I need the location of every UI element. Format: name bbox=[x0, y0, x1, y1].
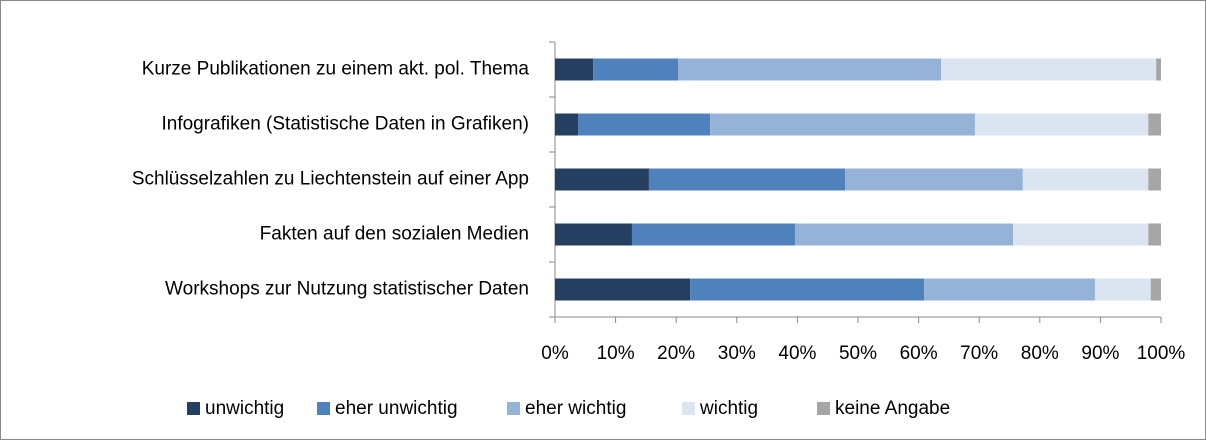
x-tick-label: 20% bbox=[657, 343, 695, 364]
bar-segment bbox=[974, 113, 1149, 136]
bar-segment bbox=[1148, 168, 1161, 191]
bar-segment bbox=[555, 168, 649, 191]
x-tick-label: 30% bbox=[718, 343, 756, 364]
legend-label: eher wichtig bbox=[525, 398, 626, 419]
bar-segment bbox=[631, 223, 795, 246]
legend-swatch bbox=[187, 402, 200, 415]
bar-segment bbox=[710, 113, 975, 136]
x-tick-label: 80% bbox=[1021, 343, 1059, 364]
bar-segment bbox=[1022, 168, 1149, 191]
y-tick-label: Workshops zur Nutzung statistischer Date… bbox=[165, 279, 529, 300]
x-tick-label: 40% bbox=[778, 343, 816, 364]
bar-segment bbox=[794, 223, 1014, 246]
bar-segment bbox=[690, 278, 925, 301]
x-tick-label: 10% bbox=[597, 343, 635, 364]
bar-segment bbox=[555, 278, 691, 301]
y-tick-label: Schlüsselzahlen zu Liechtenstein auf ein… bbox=[132, 169, 529, 190]
bar-segment bbox=[648, 168, 846, 191]
bar-segment bbox=[1150, 278, 1161, 301]
y-tick-label: Kurze Publikationen zu einem akt. pol. T… bbox=[142, 59, 530, 80]
bar-segment bbox=[1148, 223, 1161, 246]
bar-segment bbox=[555, 58, 594, 81]
bar-segment bbox=[593, 58, 679, 81]
x-tick-label: 90% bbox=[1081, 343, 1119, 364]
bar-segment bbox=[678, 58, 942, 81]
bar-segment bbox=[1094, 278, 1151, 301]
bar-segment bbox=[924, 278, 1095, 301]
legend-swatch bbox=[817, 402, 830, 415]
legend-label: eher unwichtig bbox=[335, 398, 458, 419]
y-tick-label: Fakten auf den sozialen Medien bbox=[260, 224, 529, 245]
legend-swatch bbox=[682, 402, 695, 415]
x-tick-label: 70% bbox=[960, 343, 998, 364]
legend-label: wichtig bbox=[699, 398, 758, 419]
bar-segment bbox=[1148, 113, 1161, 136]
x-tick-label: 50% bbox=[839, 343, 877, 364]
legend-swatch bbox=[317, 402, 330, 415]
legend-label: unwichtig bbox=[205, 398, 284, 419]
bar-segment bbox=[555, 223, 632, 246]
legend-swatch bbox=[507, 402, 520, 415]
x-tick-label: 60% bbox=[900, 343, 938, 364]
bar-segment bbox=[845, 168, 1023, 191]
x-tick-label: 0% bbox=[541, 343, 569, 364]
legend-label: keine Angabe bbox=[835, 398, 950, 419]
bar-segment bbox=[555, 113, 579, 136]
bar-segment bbox=[1156, 58, 1161, 81]
bar-segment bbox=[578, 113, 711, 136]
bar-segment bbox=[941, 58, 1157, 81]
bar-segment bbox=[1013, 223, 1149, 246]
y-tick-label: Infografiken (Statistische Daten in Graf… bbox=[161, 114, 529, 135]
x-tick-label: 100% bbox=[1137, 343, 1186, 364]
